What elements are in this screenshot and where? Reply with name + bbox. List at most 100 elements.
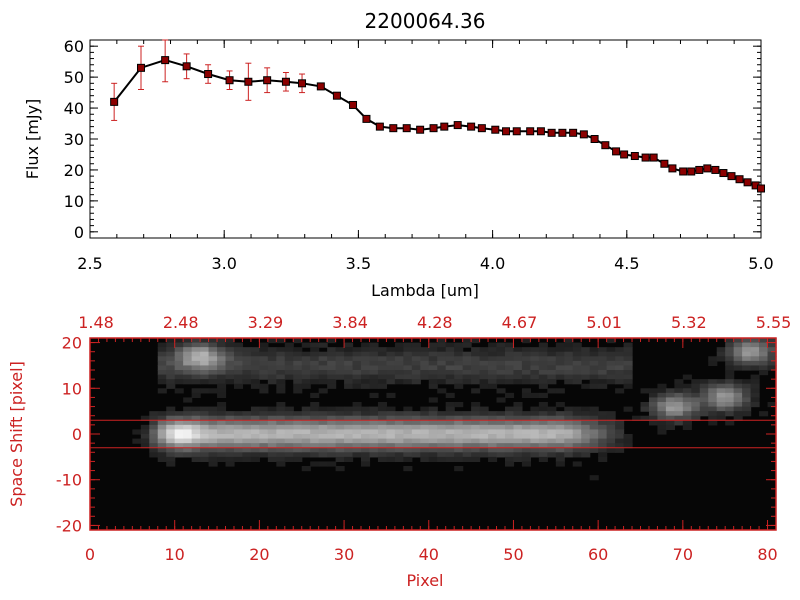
heatmap-cell — [361, 429, 371, 435]
heatmap-cell — [420, 356, 430, 362]
heatmap-cell — [471, 379, 481, 385]
heatmap-cell — [352, 424, 362, 431]
image-x-tick-label: 20 — [249, 545, 269, 564]
heatmap-cell — [166, 443, 176, 449]
heatmap-cell — [648, 411, 659, 417]
heatmap-cell — [462, 429, 472, 435]
heatmap-cell — [589, 356, 599, 362]
heatmap-cell — [725, 406, 735, 412]
heatmap-cell — [564, 411, 574, 417]
heatmap-cell — [420, 456, 430, 463]
heatmap-cell — [538, 406, 548, 412]
heatmap-cell — [640, 388, 650, 394]
heatmap-cell — [386, 434, 396, 440]
heatmap-cell — [208, 379, 218, 385]
heatmap-cell — [462, 452, 472, 458]
data-point — [719, 169, 728, 178]
heatmap-cell — [242, 365, 252, 371]
y-tick-label: 20 — [64, 161, 84, 180]
heatmap-cell — [454, 447, 464, 453]
heatmap-cell — [327, 415, 337, 421]
heatmap-cell — [513, 452, 523, 458]
heatmap-cell — [217, 356, 227, 362]
heatmap-cell — [445, 443, 455, 449]
heatmap-cell — [581, 365, 591, 371]
heatmap-cell — [648, 397, 659, 403]
heatmap-cell — [191, 360, 201, 367]
data-markers — [110, 56, 765, 193]
heatmap-cell — [572, 447, 582, 453]
heatmap-cell — [225, 429, 235, 435]
extraction-lines — [90, 419, 776, 449]
heatmap-cell — [267, 415, 277, 421]
heatmap-cell — [564, 415, 574, 421]
heatmap-cell — [488, 429, 498, 435]
data-point — [161, 56, 170, 65]
heatmap-cell — [369, 452, 379, 458]
heatmap-cell — [318, 424, 328, 431]
heatmap-cell — [733, 356, 743, 362]
heatmap-cell — [191, 415, 201, 421]
heatmap-cell — [318, 434, 328, 440]
heatmap-cell — [166, 347, 176, 353]
heatmap-cell — [259, 370, 269, 376]
heatmap-cell — [318, 443, 328, 449]
heatmap-cell — [369, 443, 379, 449]
heatmap-cell — [648, 406, 659, 412]
heatmap-cell — [183, 434, 193, 440]
heatmap-cell — [665, 411, 675, 417]
heatmap-cell — [538, 424, 548, 431]
heatmap-cell — [708, 420, 718, 426]
heatmap-cell — [445, 342, 455, 348]
heatmap-cell — [572, 415, 582, 421]
heatmap-cell — [504, 370, 515, 376]
heatmap-cell — [276, 438, 286, 444]
heatmap-cell — [327, 452, 337, 458]
heatmap-cell — [403, 374, 413, 380]
heatmap-cell — [149, 429, 159, 435]
heatmap-cell — [250, 434, 260, 440]
image-y-tick-label: -10 — [56, 471, 82, 490]
heatmap-cell — [572, 429, 582, 435]
heatmap-cell — [369, 383, 379, 389]
heatmap-cell — [521, 452, 531, 458]
heatmap-cell — [301, 342, 311, 348]
heatmap-cell — [166, 379, 176, 385]
heatmap-cell — [657, 420, 667, 426]
heatmap-cell — [259, 424, 269, 431]
heatmap-cell — [581, 383, 591, 389]
data-point — [547, 128, 556, 137]
heatmap-cell — [657, 406, 667, 412]
heatmap-cell — [504, 411, 515, 417]
heatmap-cell — [479, 411, 489, 417]
heatmap-cell — [310, 402, 320, 408]
heatmap-cell — [267, 374, 277, 380]
data-point — [332, 91, 341, 100]
heatmap-cell — [564, 360, 574, 367]
heatmap-cell — [674, 392, 684, 399]
heatmap-cell — [284, 356, 294, 362]
heatmap-cell — [191, 392, 201, 399]
heatmap-cell — [716, 392, 726, 399]
heatmap-cell — [767, 342, 777, 348]
heatmap-cell — [327, 383, 337, 389]
heatmap-cell — [742, 351, 752, 357]
heatmap-cell — [191, 447, 201, 453]
heatmap-cell — [445, 370, 455, 376]
heatmap-cell — [284, 347, 294, 353]
heatmap-cell — [157, 429, 167, 435]
heatmap-cell — [420, 347, 430, 353]
heatmap-cell — [581, 447, 591, 453]
heatmap-cell — [606, 415, 616, 421]
heatmap-cell — [191, 443, 201, 449]
heatmap-cell — [157, 438, 167, 444]
x-tick-label: 4.5 — [614, 254, 639, 273]
heatmap-cell — [462, 438, 472, 444]
heatmap-cell — [225, 461, 235, 467]
heatmap-cell — [767, 356, 777, 362]
heatmap-cell — [488, 374, 498, 380]
heatmap-cell — [488, 443, 498, 449]
heatmap-cell — [538, 342, 548, 348]
heatmap-cell — [174, 438, 184, 444]
